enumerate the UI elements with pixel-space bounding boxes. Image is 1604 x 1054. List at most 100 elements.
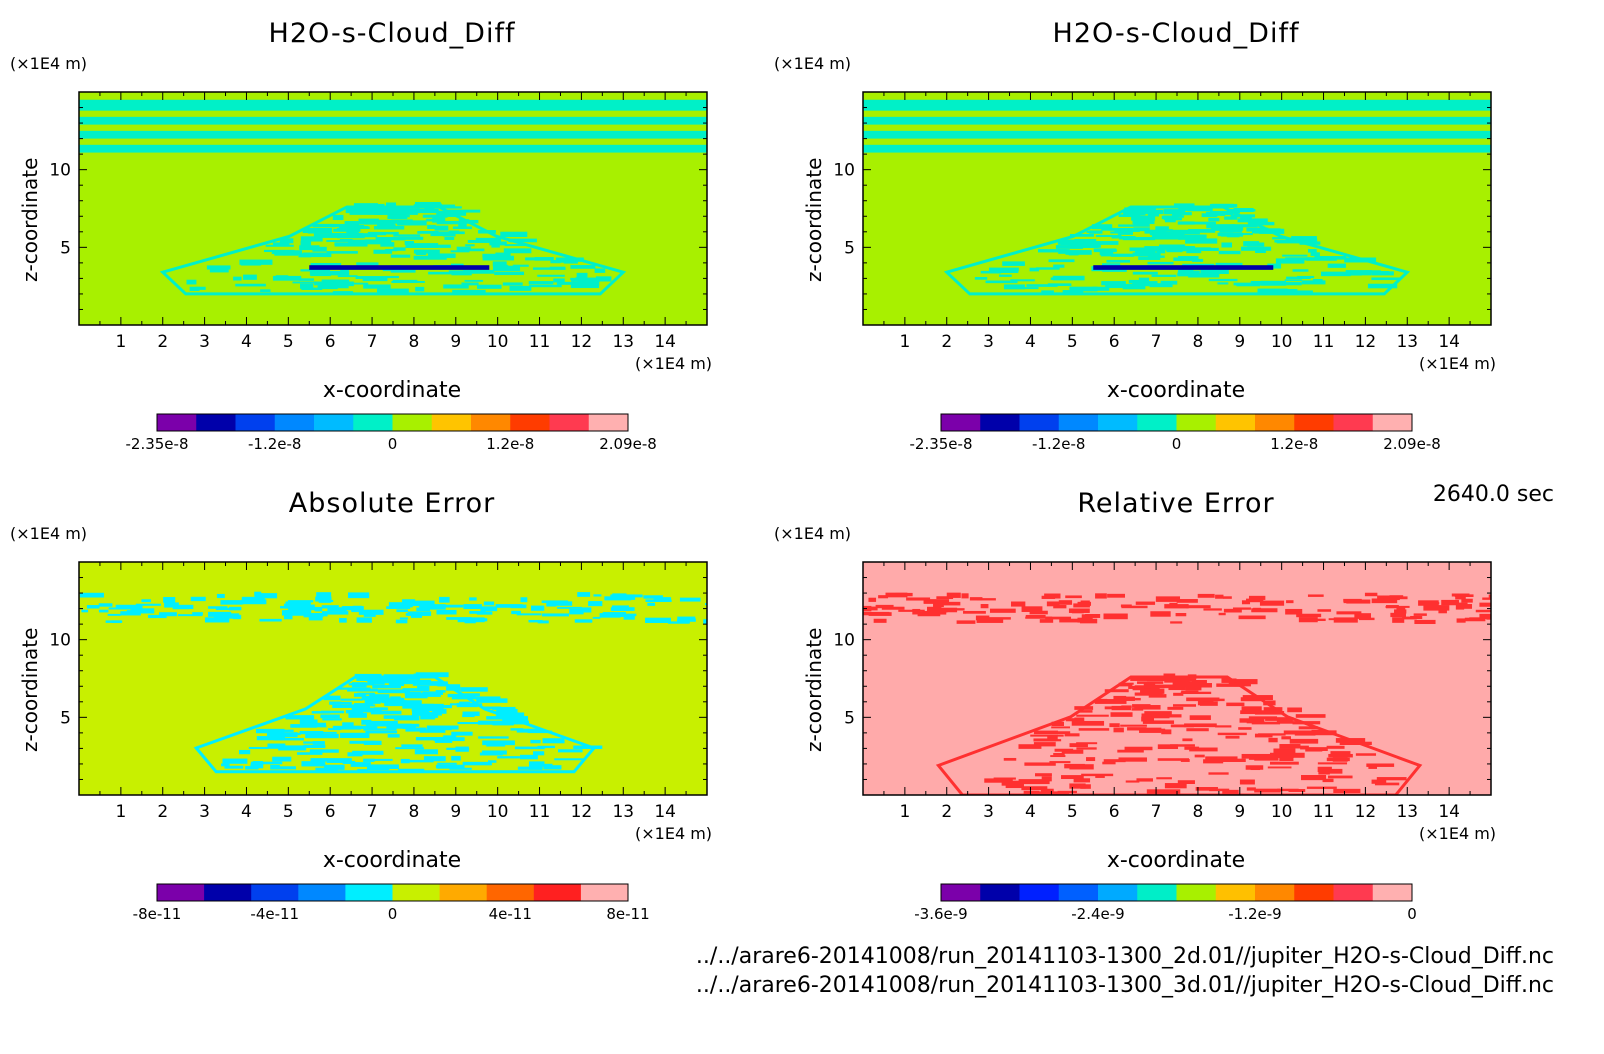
colorbar-swatch xyxy=(580,884,629,901)
contour-cell xyxy=(703,619,707,624)
contour-cell xyxy=(457,722,482,725)
contour-cell xyxy=(977,598,996,601)
contour-cell xyxy=(1065,595,1082,599)
contour-cell xyxy=(313,233,341,238)
contour-cell xyxy=(1163,209,1186,215)
contour-cell xyxy=(86,605,100,609)
contour-cell xyxy=(327,607,347,612)
contour-cell xyxy=(969,597,983,601)
colorbar-swatch xyxy=(1333,414,1374,431)
colorbar-tick-label: -2.35e-8 xyxy=(910,435,973,453)
colorbar-swatch xyxy=(392,414,433,431)
contour-cell xyxy=(1475,609,1491,613)
contour-cell xyxy=(483,601,495,606)
contour-cell xyxy=(395,619,408,624)
contour-cell xyxy=(1095,775,1105,778)
y-axis-label: z-coordinate xyxy=(802,157,826,282)
contour-cell xyxy=(283,252,302,255)
contour-cell xyxy=(1246,718,1265,724)
contour-cell xyxy=(428,271,456,275)
contour-cell xyxy=(1279,756,1294,761)
contour-cell xyxy=(1156,248,1166,254)
contour-cell xyxy=(451,271,472,276)
contour-cell xyxy=(941,601,961,606)
contour-cell xyxy=(1383,595,1400,599)
contour-cell xyxy=(1456,618,1466,623)
x-tick-label: 6 xyxy=(1109,332,1120,352)
contour-cell xyxy=(1065,718,1077,722)
contour-cell xyxy=(402,703,434,709)
contour-cell xyxy=(1217,732,1247,736)
contour-cell xyxy=(1151,234,1181,240)
contour-cell xyxy=(1164,604,1189,609)
contour-cell xyxy=(1273,748,1296,754)
contour-cell xyxy=(495,252,511,258)
contour-cell xyxy=(1057,239,1089,245)
contour-cell xyxy=(388,210,402,213)
contour-cell xyxy=(443,735,457,739)
contour-cell xyxy=(164,602,179,608)
contour-cell xyxy=(1307,249,1317,253)
x-unit-label: (×1E4 m) xyxy=(1419,354,1497,373)
contour-cell xyxy=(346,230,359,235)
x-tick-label: 13 xyxy=(1396,332,1418,352)
contour-cell xyxy=(383,674,414,678)
x-tick-label: 2 xyxy=(941,332,952,352)
contour-cell xyxy=(333,228,361,232)
contour-cell xyxy=(250,763,264,769)
colorbar-swatch xyxy=(941,414,981,431)
contour-cell xyxy=(933,601,944,608)
contour-cell xyxy=(469,696,501,699)
contour-cell xyxy=(254,593,278,599)
contour-cell xyxy=(339,224,365,229)
contour-cell xyxy=(1132,281,1158,285)
plot-background xyxy=(863,92,1491,325)
x-tick-label: 10 xyxy=(1271,332,1293,352)
contour-cell xyxy=(1044,593,1061,599)
contour-cell xyxy=(337,687,371,690)
contour-cell xyxy=(1003,284,1025,290)
contour-cell xyxy=(510,604,527,609)
contour-cell xyxy=(297,752,323,755)
contour-cell xyxy=(1312,278,1323,284)
contour-cell xyxy=(1164,783,1187,789)
colorbar-swatch xyxy=(533,884,582,901)
colorbar-swatch xyxy=(196,414,236,431)
contour-cell xyxy=(510,728,524,731)
x-tick-label: 11 xyxy=(529,802,551,822)
contour-cell xyxy=(451,696,479,700)
contour-cell xyxy=(1205,211,1226,216)
contour-cell xyxy=(315,596,332,602)
contour-cell xyxy=(308,613,320,617)
contour-cell xyxy=(1455,604,1465,610)
contour-cell xyxy=(941,607,958,613)
contour-cell xyxy=(347,688,378,692)
contour-cell xyxy=(1263,700,1276,706)
contour-cell xyxy=(1133,227,1150,231)
contour-cell xyxy=(1128,279,1144,284)
colorbar-swatch xyxy=(431,414,472,431)
contour-cell xyxy=(449,703,483,706)
contour-band xyxy=(79,116,707,125)
colorbar-swatch xyxy=(1098,414,1138,431)
colorbar-tick-label: 1.2e-8 xyxy=(486,435,534,453)
contour-cell xyxy=(1125,210,1154,213)
contour-cell xyxy=(1300,745,1309,750)
contour-cell xyxy=(1045,616,1072,620)
contour-cell xyxy=(370,710,402,715)
colorbar-swatch xyxy=(157,884,205,901)
contour-cell xyxy=(1173,257,1196,261)
chart-title: Relative Error xyxy=(1077,488,1275,519)
contour-cell xyxy=(451,731,473,736)
contour-cell xyxy=(332,704,363,708)
contour-cell xyxy=(604,596,632,601)
contour-cell xyxy=(1176,599,1198,603)
contour-cell xyxy=(1264,721,1293,724)
panel-top-right: H2O-s-Cloud_Diff (×1E4 m) 1 2 3 4 5 6 7 8 9 10 11 1… xyxy=(774,0,1574,480)
contour-cell xyxy=(980,604,989,609)
contour-cell xyxy=(322,611,349,615)
contour-cell xyxy=(1010,601,1026,607)
contour-cell xyxy=(1479,602,1491,607)
contour-cell xyxy=(349,740,376,744)
plot-area xyxy=(79,92,707,325)
